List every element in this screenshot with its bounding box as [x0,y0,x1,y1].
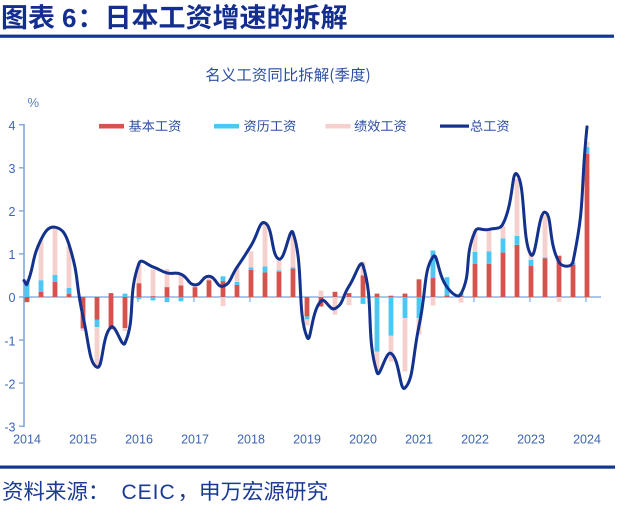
svg-text:0: 0 [9,291,16,305]
svg-text:1: 1 [9,248,16,262]
svg-text:2015: 2015 [69,433,97,447]
svg-text:2018: 2018 [237,433,265,447]
svg-text:2023: 2023 [517,433,545,447]
svg-text:2014: 2014 [13,433,41,447]
svg-text:-1: -1 [4,334,15,348]
svg-text:2020: 2020 [349,433,377,447]
svg-text:CEIC: CEIC [122,481,176,504]
svg-text:-3: -3 [4,420,15,434]
svg-text:2016: 2016 [125,433,153,447]
svg-text:2017: 2017 [181,433,209,447]
svg-text:4: 4 [9,119,16,133]
svg-text:6: 6 [62,3,76,33]
svg-text:2: 2 [9,205,16,219]
svg-text:%: % [28,95,40,110]
svg-text:2021: 2021 [405,433,433,447]
svg-text:2022: 2022 [461,433,489,447]
svg-text:2019: 2019 [293,433,321,447]
svg-text:2024: 2024 [573,433,601,447]
svg-text:-2: -2 [4,377,15,391]
svg-text:3: 3 [9,162,16,176]
